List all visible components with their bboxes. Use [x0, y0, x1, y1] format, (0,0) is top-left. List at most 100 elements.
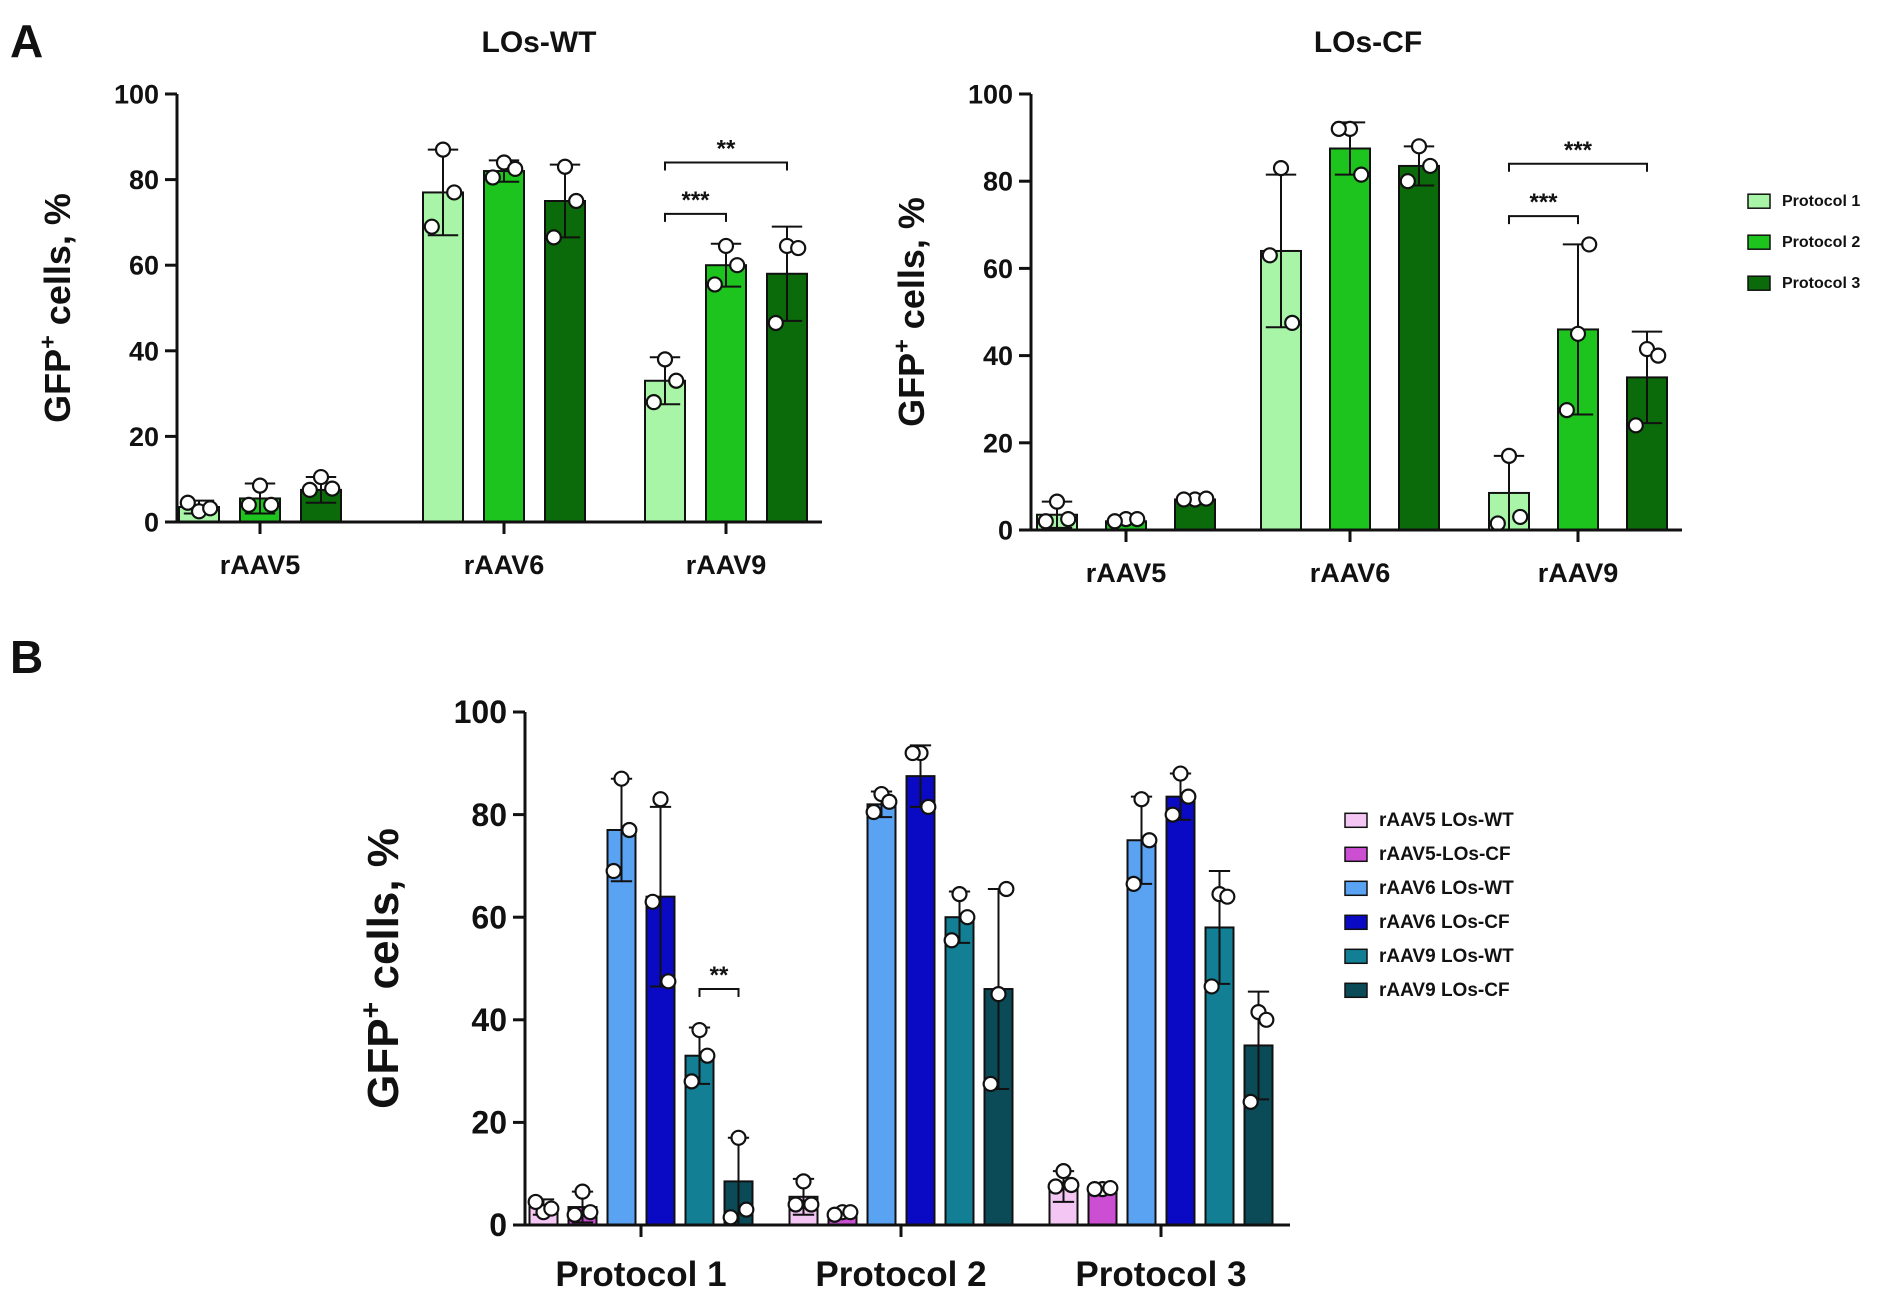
legend-label: rAAV5-LOs-CF: [1379, 844, 1511, 865]
data-point: [1203, 978, 1220, 995]
data-point: [904, 744, 921, 762]
data-point: [1242, 1093, 1259, 1110]
data-point: [1141, 832, 1158, 849]
legend-label: rAAV5 LOs-WT: [1379, 810, 1514, 831]
data-point: [568, 192, 585, 210]
data-point: [691, 1021, 708, 1039]
data-point: [998, 880, 1015, 898]
data-point: [790, 239, 807, 257]
data-point: [803, 1196, 820, 1213]
data-point: [865, 803, 882, 821]
data-point: [722, 1209, 739, 1226]
data-point: [566, 1206, 583, 1223]
data-point: [1399, 173, 1416, 190]
significance-label: **: [710, 962, 729, 989]
data-point: [951, 886, 968, 903]
data-point: [787, 1196, 804, 1213]
data-point: [202, 500, 219, 517]
legend-swatch: [1344, 914, 1368, 931]
data-point: [240, 496, 257, 513]
data-point: [1129, 510, 1146, 528]
data-point: [179, 494, 196, 511]
data-point: [990, 986, 1007, 1003]
legend-swatch: [1344, 846, 1368, 863]
data-point: [1133, 791, 1150, 808]
data-point: [959, 909, 976, 926]
data-point: [1037, 513, 1054, 530]
data-point: [1330, 120, 1347, 137]
y-axis-label: GFP+ cells, %: [355, 828, 408, 1109]
bar-protocol-2-1: [1329, 147, 1371, 531]
y-tick-label: 20: [983, 428, 1013, 458]
data-point: [1489, 515, 1506, 532]
bar-protocol-3-1: [544, 200, 586, 523]
data-point: [717, 237, 735, 255]
data-point: [263, 496, 280, 513]
data-point: [324, 480, 341, 497]
data-point: [1106, 513, 1123, 530]
data-point: [1650, 347, 1667, 364]
x-tick-label: rAAV9: [686, 550, 767, 580]
legend-swatch: [1747, 275, 1771, 291]
data-point: [730, 1129, 747, 1146]
legend-label: Protocol 2: [1782, 234, 1860, 251]
data-point: [729, 257, 746, 274]
legend-swatch: [1344, 812, 1368, 829]
y-tick-label: 40: [471, 1002, 507, 1038]
x-tick-label: Protocol 2: [815, 1255, 986, 1294]
y-tick-label: 60: [983, 254, 1013, 284]
data-point: [920, 798, 937, 816]
legend-label: Protocol 3: [1782, 275, 1860, 292]
legend-swatch: [1747, 193, 1771, 209]
chart-a-right: LOs-CF GFP+ cells, % 0 20 40 60 80 100 rAAV5 rAAV…: [889, 26, 1861, 588]
x-tick-label: rAAV6: [464, 550, 545, 580]
data-point: [644, 893, 661, 910]
data-point: [1219, 888, 1236, 905]
bar-protocol-2-2: [705, 264, 747, 523]
data-point: [706, 276, 723, 293]
data-point: [605, 862, 622, 880]
data-point: [251, 477, 269, 494]
y-tick-label: 100: [454, 694, 507, 730]
x-tick-label: Protocol 1: [555, 1255, 726, 1294]
y-tick-label: 100: [114, 79, 159, 109]
bar-raav6-los-wt-1: [866, 803, 897, 1227]
chart-a-left: LOs-WT GFP+ cells, % 0 20 40 60 80 100 rAAV5 rAAV…: [35, 26, 822, 580]
data-point: [1569, 325, 1587, 342]
significance-label: ***: [1564, 137, 1593, 164]
legend-label: rAAV6 LOs-CF: [1379, 912, 1510, 933]
y-tick-label: 0: [489, 1207, 507, 1243]
data-point: [543, 1200, 560, 1217]
significance-bracket: [664, 212, 727, 222]
data-point: [1086, 1180, 1103, 1198]
data-point: [434, 141, 452, 158]
data-point: [767, 314, 784, 332]
legend-label: rAAV9 LOs-CF: [1379, 980, 1510, 1001]
data-point: [683, 1073, 700, 1090]
data-point: [484, 169, 501, 186]
data-point: [1102, 1179, 1119, 1197]
data-point: [423, 218, 440, 235]
bar-protocol-2-1: [483, 170, 525, 523]
data-point: [982, 1075, 999, 1093]
data-point: [668, 372, 685, 389]
data-point: [1500, 447, 1518, 464]
y-axis-label: GFP+ cells, %: [889, 197, 932, 427]
data-point: [1063, 1176, 1080, 1194]
bar-protocol-1-1: [422, 191, 464, 523]
y-tick-label: 20: [129, 422, 159, 452]
data-point: [1558, 402, 1575, 419]
legend-swatch: [1747, 234, 1771, 250]
data-point: [582, 1204, 599, 1221]
significance-label: ***: [681, 187, 710, 214]
data-point: [652, 791, 669, 808]
data-point: [1055, 1163, 1072, 1180]
data-point: [613, 770, 630, 787]
data-point: [1284, 314, 1301, 331]
y-tick-label: 0: [998, 515, 1013, 545]
data-point: [507, 160, 524, 177]
chart-title: LOs-WT: [482, 26, 597, 59]
chart-b: GFP+ cells, % 0 20 40 60 80 100 Protocol 1 Proto…: [355, 694, 1514, 1294]
data-point: [1047, 1178, 1064, 1195]
